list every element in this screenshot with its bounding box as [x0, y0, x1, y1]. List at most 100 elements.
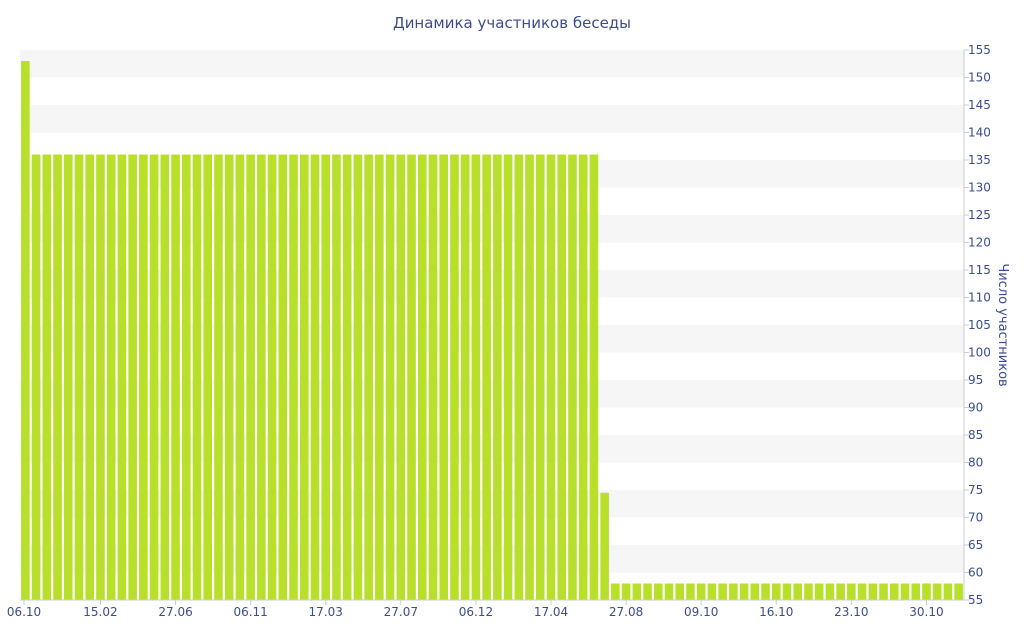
bar [375, 154, 384, 600]
bar [257, 154, 266, 600]
bar [96, 154, 105, 600]
y-tick-label: 150 [968, 71, 991, 85]
bar [224, 154, 234, 600]
grid-band [20, 50, 964, 78]
y-tick-label: 145 [968, 98, 991, 112]
bar [643, 583, 652, 600]
bar [589, 154, 599, 600]
bar [181, 154, 191, 600]
bar [847, 583, 856, 600]
bar [664, 583, 674, 600]
y-tick-label: 155 [968, 43, 991, 57]
bar [653, 583, 663, 600]
bar [718, 583, 727, 600]
bar [632, 583, 642, 600]
bar [203, 154, 213, 600]
bar [578, 154, 588, 600]
x-tick-label: 17.04 [534, 605, 568, 619]
bar [557, 154, 567, 600]
bar [214, 154, 223, 600]
bar [417, 154, 427, 600]
bar [192, 154, 202, 600]
bar [954, 583, 963, 600]
bar [707, 583, 717, 600]
bar [621, 583, 631, 600]
chart-title: Динамика участников беседы [393, 14, 631, 32]
bar [278, 154, 288, 600]
bar [568, 154, 577, 600]
y-tick-label: 80 [968, 456, 983, 470]
bar [879, 583, 888, 600]
bar [922, 583, 931, 600]
y-tick-label: 140 [968, 126, 991, 140]
bar [761, 583, 770, 600]
bar [171, 154, 180, 600]
bars [21, 61, 963, 600]
bar [889, 583, 899, 600]
x-tick-label: 09.10 [684, 605, 718, 619]
bar [160, 154, 170, 600]
bar [74, 154, 84, 600]
x-tick-label: 06.10 [7, 605, 41, 619]
bar [825, 583, 835, 600]
bar [804, 583, 813, 600]
bar [117, 154, 127, 600]
y-tick-label: 130 [968, 181, 991, 195]
bar [139, 154, 148, 600]
bar [911, 583, 921, 600]
bar [310, 154, 320, 600]
bar [85, 154, 95, 600]
bar [503, 154, 513, 600]
bar [353, 154, 363, 600]
bar [525, 154, 534, 600]
bar [482, 154, 491, 600]
bar [21, 61, 30, 600]
x-tick-label: 16.10 [759, 605, 793, 619]
y-tick-label: 100 [968, 346, 991, 360]
y-tick-label: 110 [968, 291, 991, 305]
bar [611, 583, 620, 600]
y-tick-label: 60 [968, 566, 983, 580]
x-tick-label: 17.03 [309, 605, 343, 619]
bar [450, 154, 459, 600]
bar [729, 583, 738, 600]
x-tick-label: 06.12 [459, 605, 493, 619]
bar [750, 583, 760, 600]
bar [868, 583, 878, 600]
grid-band [20, 105, 964, 133]
bar [385, 154, 395, 600]
bar [31, 154, 41, 600]
x-tick-label: 30.10 [909, 605, 943, 619]
bar [246, 154, 255, 600]
x-tick-label: 15.02 [83, 605, 117, 619]
x-tick-label: 06.11 [233, 605, 267, 619]
bar [900, 583, 910, 600]
bar [63, 154, 73, 600]
bar [600, 492, 609, 600]
bar [514, 154, 524, 600]
bar [696, 583, 706, 600]
x-tick-label: 23.10 [834, 605, 868, 619]
y-tick-label: 75 [968, 483, 983, 497]
y-tick-label: 120 [968, 236, 991, 250]
bar [493, 154, 502, 600]
bar [771, 583, 781, 600]
bar [943, 583, 953, 600]
bar [364, 154, 373, 600]
y-tick-label: 55 [968, 593, 983, 607]
bar [42, 154, 52, 600]
bar [106, 154, 116, 600]
y-tick-label: 125 [968, 208, 991, 222]
y-tick-label: 105 [968, 318, 991, 332]
y-tick-label: 135 [968, 153, 991, 167]
bar [739, 583, 749, 600]
x-tick-label: 27.08 [609, 605, 643, 619]
bar [407, 154, 416, 600]
x-tick-label: 27.06 [158, 605, 192, 619]
bar [128, 154, 137, 600]
bar [428, 154, 438, 600]
bar [471, 154, 481, 600]
bar [675, 583, 685, 600]
y-axis-label: Число участников [995, 263, 1010, 386]
